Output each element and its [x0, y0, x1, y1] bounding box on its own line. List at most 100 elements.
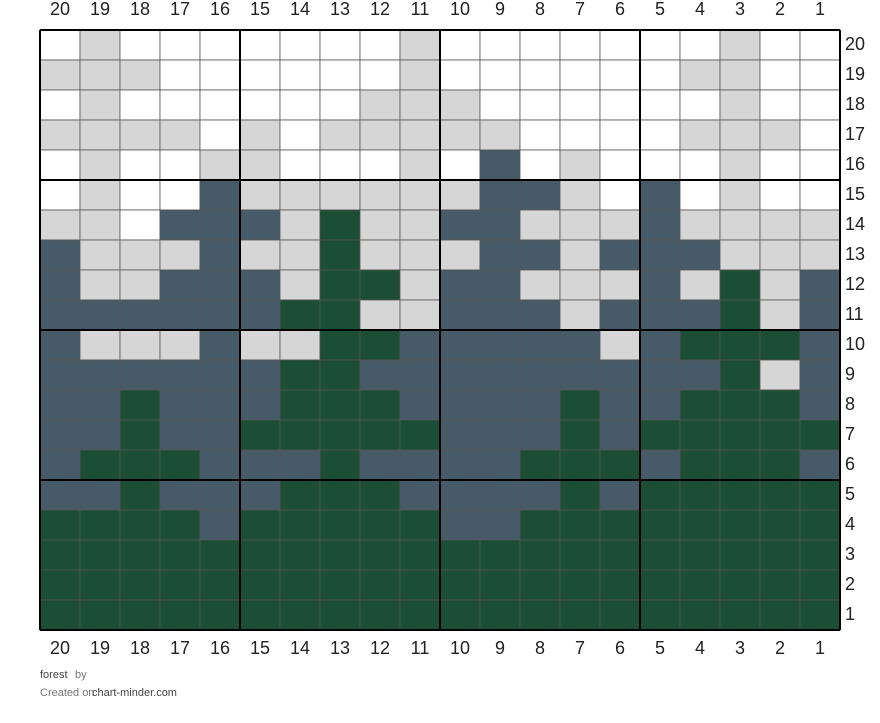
stitch-cell [679, 329, 721, 361]
stitch-cell [319, 599, 361, 631]
stitch-cell [119, 539, 161, 571]
stitch-cell [759, 569, 801, 601]
row-label: 5 [845, 484, 855, 504]
stitch-cell [559, 329, 601, 361]
stitch-cell [519, 29, 561, 61]
stitch-cell [39, 509, 81, 541]
stitch-cell [279, 119, 321, 151]
stitch-cell [719, 389, 761, 421]
stitch-cell [239, 89, 281, 121]
stitch-cell [319, 209, 361, 241]
stitch-cell [359, 329, 401, 361]
stitch-cell [639, 119, 681, 151]
stitch-cell [479, 539, 521, 571]
stitch-cell [159, 149, 201, 181]
stitch-cell [799, 569, 841, 601]
row-label: 2 [845, 574, 855, 594]
stitch-cell [439, 89, 481, 121]
stitch-cell [679, 209, 721, 241]
column-label-top: 14 [290, 0, 310, 19]
stitch-cell [679, 479, 721, 511]
stitch-cell [799, 299, 841, 331]
stitch-cell [639, 59, 681, 91]
stitch-cell [519, 179, 561, 211]
stitch-cell [439, 179, 481, 211]
stitch-cell [719, 179, 761, 211]
stitch-cell [559, 599, 601, 631]
stitch-cell [359, 59, 401, 91]
stitch-cell [119, 29, 161, 61]
stitch-cell [679, 299, 721, 331]
stitch-cell [519, 449, 561, 481]
stitch-cell [599, 179, 641, 211]
stitch-cell [759, 269, 801, 301]
stitch-cell [279, 599, 321, 631]
stitch-cell [519, 119, 561, 151]
column-label-top: 3 [735, 0, 745, 19]
stitch-cell [559, 479, 601, 511]
row-label: 14 [845, 214, 865, 234]
stitch-cell [159, 569, 201, 601]
stitch-cell [479, 599, 521, 631]
column-label-top: 17 [170, 0, 190, 19]
stitch-cell [199, 209, 241, 241]
stitch-cell [359, 299, 401, 331]
stitch-cell [759, 29, 801, 61]
stitch-cell [679, 539, 721, 571]
column-label-top: 10 [450, 0, 470, 19]
column-label-bottom: 5 [655, 638, 665, 658]
stitch-cell [39, 299, 81, 331]
stitch-cell [39, 329, 81, 361]
stitch-cell [159, 419, 201, 451]
stitch-cell [519, 359, 561, 391]
stitch-cell [359, 119, 401, 151]
stitch-cell [479, 359, 521, 391]
column-label-top: 11 [411, 0, 430, 19]
stitch-cell [399, 389, 441, 421]
stitch-cell [519, 569, 561, 601]
stitch-cell [599, 599, 641, 631]
stitch-cell [359, 89, 401, 121]
column-label-top: 12 [370, 0, 390, 19]
stitch-cell [439, 329, 481, 361]
stitch-cell [319, 239, 361, 271]
stitch-cell [559, 239, 601, 271]
stitch-cell [759, 479, 801, 511]
stitch-cell [759, 539, 801, 571]
stitch-cell [679, 599, 721, 631]
stitch-cell [559, 539, 601, 571]
stitch-cell [679, 89, 721, 121]
stitch-cell [439, 209, 481, 241]
stitch-cell [39, 269, 81, 301]
stitch-cell [399, 29, 441, 61]
created-label: Created on [40, 687, 94, 699]
stitch-cell [799, 509, 841, 541]
stitch-cell [79, 179, 121, 211]
stitch-cell [199, 359, 241, 391]
stitch-cell [799, 179, 841, 211]
stitch-cell [359, 179, 401, 211]
stitch-cell [399, 59, 441, 91]
stitch-cell [199, 479, 241, 511]
stitch-cell [119, 419, 161, 451]
stitch-cell [759, 239, 801, 271]
stitch-cell [119, 569, 161, 601]
stitch-cell [319, 509, 361, 541]
stitch-cell [399, 449, 441, 481]
stitch-cell [159, 449, 201, 481]
stitch-cell [199, 389, 241, 421]
stitch-cell [199, 59, 241, 91]
stitch-cell [39, 569, 81, 601]
stitch-cell [319, 29, 361, 61]
stitch-cell [279, 359, 321, 391]
stitch-cell [159, 599, 201, 631]
stitch-cell [599, 59, 641, 91]
stitch-cell [279, 89, 321, 121]
stitch-cell [39, 29, 81, 61]
stitch-cell [519, 389, 561, 421]
pattern-title: forest [40, 669, 68, 681]
stitch-cell [639, 479, 681, 511]
stitch-cell [199, 179, 241, 211]
stitch-cell [559, 59, 601, 91]
stitch-cell [719, 359, 761, 391]
